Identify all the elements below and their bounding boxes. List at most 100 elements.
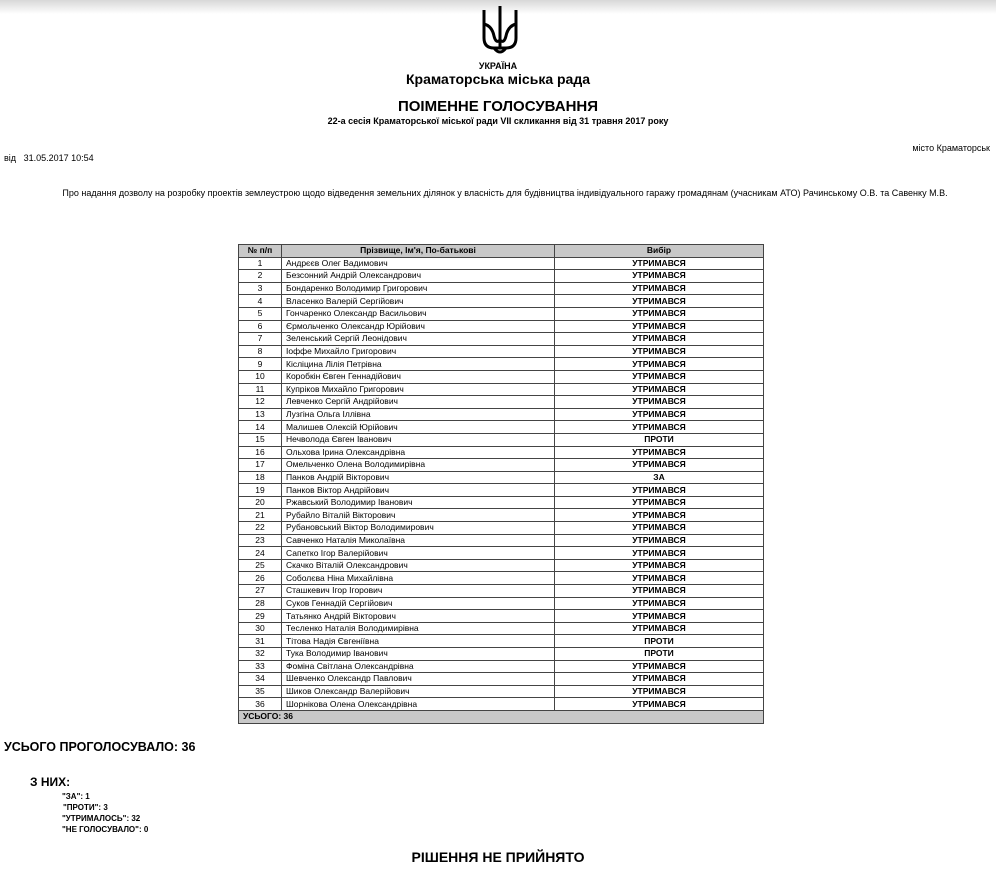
deputy-name: Ржавський Володимир Іванович [281, 495, 555, 510]
deputy-name: Ольхова Ірина Олександрівна [281, 445, 555, 460]
vote-choice: ПРОТИ [554, 634, 764, 648]
deputy-name: Нечволода Євген Іванович [281, 432, 555, 447]
row-number: 26 [238, 571, 282, 586]
table-row: 31 Тітова Надія Євгеніївна ПРОТИ [238, 634, 764, 648]
total-voted: УСЬОГО ПРОГОЛОСУВАЛО: 36 [4, 740, 196, 754]
vote-choice: УТРИМАВСЯ [554, 521, 764, 535]
deputy-name: Фоміна Світлана Олександрівна [281, 659, 555, 674]
row-number: 12 [238, 395, 282, 409]
row-number: 7 [238, 332, 282, 346]
vote-choice: УТРИМАВСЯ [554, 672, 764, 686]
country-label: УКРАЇНА [478, 61, 518, 71]
deputy-name: Скачко Віталій Олександрович [281, 558, 555, 573]
row-number: 17 [238, 458, 282, 472]
vote-choice: УТРИМАВСЯ [554, 546, 764, 560]
vote-choice: УТРИМАВСЯ [554, 609, 764, 623]
table-row: 36 Шорнікова Олена Олександрівна УТРИМАВСЯ [238, 697, 764, 711]
row-number: 32 [238, 647, 282, 661]
vote-choice: УТРИМАВСЯ [554, 458, 764, 472]
deputy-name: Сташкевич Ігор Ігорович [281, 584, 555, 598]
row-number: 21 [238, 508, 282, 523]
vote-choice: УТРИМАВСЯ [554, 533, 764, 548]
vote-choice: ПРОТИ [554, 432, 764, 447]
vote-choice: УТРИМАВСЯ [554, 382, 764, 397]
row-number: 30 [238, 621, 282, 636]
row-number: 28 [238, 596, 282, 611]
deputy-name: Власенко Валерій Сергійович [281, 294, 555, 308]
table-row: 17 Омельченко Олена Володимирівна УТРИМАВС… [238, 458, 764, 472]
table-row: 27 Сташкевич Ігор Ігорович УТРИМАВСЯ [238, 584, 764, 598]
table-row: 35 Шиков Олександр Валерійович УТРИМАВСЯ [238, 684, 764, 699]
vote-choice: ПРОТИ [554, 647, 764, 661]
vote-choice: УТРИМАВСЯ [554, 269, 764, 283]
vote-choice: УТРИМАВСЯ [554, 571, 764, 586]
table-row: 6 Єрмольченко Олександр Юрійович УТРИМАВСЯ [238, 319, 764, 334]
row-number: 16 [238, 445, 282, 460]
row-number: 19 [238, 483, 282, 497]
vote-table: № п/п Прізвище, Ім'я, По-батькові Вибір … [238, 244, 764, 724]
table-row: 8 Іоффе Михайло Григорович УТРИМАВСЯ [238, 344, 764, 359]
row-number: 22 [238, 521, 282, 535]
date-line: від 31.05.2017 10:54 [4, 153, 94, 163]
row-number: 6 [238, 319, 282, 334]
deputy-name: Шевченко Олександр Павлович [281, 672, 555, 686]
table-row: 14 Малишев Олексій Юрійович УТРИМАВСЯ [238, 420, 764, 434]
vote-choice: УТРИМАВСЯ [554, 420, 764, 434]
row-number: 8 [238, 344, 282, 359]
deputy-name: Купріков Михайло Григорович [281, 382, 555, 397]
table-row: 10 Коробкін Євген Геннадійович УТРИМАВСЯ [238, 369, 764, 384]
decision-result: РІШЕННЯ НЕ ПРИЙНЯТО [411, 849, 585, 865]
table-row: 21 Рубайло Віталій Вікторович УТРИМАВСЯ [238, 508, 764, 523]
table-row: 26 Соболєва Ніна Михайлівна УТРИМАВСЯ [238, 571, 764, 586]
deputy-name: Зеленський Сергій Леонідович [281, 332, 555, 346]
row-number: 14 [238, 420, 282, 434]
table-row: 1 Андрєєв Олег Вадимович УТРИМАВСЯ [238, 256, 764, 271]
table-total: УСЬОГО: 36 [238, 709, 764, 724]
table-row: 7 Зеленський Сергій Леонідович УТРИМАВСЯ [238, 332, 764, 346]
deputy-name: Сапетко Ігор Валерійович [281, 546, 555, 560]
deputy-name: Єрмольченко Олександр Юрійович [281, 319, 555, 334]
deputy-name: Андрєєв Олег Вадимович [281, 256, 555, 271]
vote-choice: УТРИМАВСЯ [554, 596, 764, 611]
deputy-name: Левченко Сергій Андрійович [281, 395, 555, 409]
row-number: 35 [238, 684, 282, 699]
table-row: 16 Ольхова Ірина Олександрівна УТРИМАВСЯ [238, 445, 764, 460]
row-number: 33 [238, 659, 282, 674]
row-number: 4 [238, 294, 282, 308]
trident-emblem-icon [482, 6, 518, 54]
vote-choice: УТРИМАВСЯ [554, 584, 764, 598]
table-row: 13 Лузгіна Ольга Іллівна УТРИМАВСЯ [238, 407, 764, 422]
column-name: Прізвище, Ім'я, По-батькові [281, 244, 555, 258]
count-against: "ПРОТИ": 3 [63, 803, 108, 812]
vote-choice: УТРИМАВСЯ [554, 684, 764, 699]
deputy-name: Безсонний Андрій Олександрович [281, 269, 555, 283]
table-total-row: УСЬОГО: 36 [238, 709, 764, 724]
row-number: 1 [238, 256, 282, 271]
table-row: 22 Рубановський Віктор Володимирович УТРИМ… [238, 521, 764, 535]
table-row: 23 Савченко Наталія Миколаївна УТРИМАВСЯ [238, 533, 764, 548]
council-name: Краматорська міська рада [405, 71, 591, 87]
table-row: 18 Панков Андрій Вікторович ЗА [238, 470, 764, 485]
deputy-name: Соболєва Ніна Михайлівна [281, 571, 555, 586]
row-number: 25 [238, 558, 282, 573]
table-row: 28 Суков Геннадій Сергійович УТРИМАВСЯ [238, 596, 764, 611]
row-number: 15 [238, 432, 282, 447]
date-value: 31.05.2017 10:54 [23, 153, 94, 163]
table-row: 30 Тесленко Наталія Володимирівна УТРИМАВС… [238, 621, 764, 636]
row-number: 24 [238, 546, 282, 560]
deputy-name: Тітова Надія Євгеніївна [281, 634, 555, 648]
vote-choice: УТРИМАВСЯ [554, 558, 764, 573]
row-number: 29 [238, 609, 282, 623]
of-them-label: З НИХ: [30, 775, 71, 789]
deputy-name: Тесленко Наталія Володимирівна [281, 621, 555, 636]
deputy-name: Гончаренко Олександр Васильович [281, 306, 555, 321]
row-number: 31 [238, 634, 282, 648]
vote-choice: УТРИМАВСЯ [554, 495, 764, 510]
column-choice: Вибір [554, 244, 764, 258]
vote-choice: УТРИМАВСЯ [554, 395, 764, 409]
vote-choice: УТРИМАВСЯ [554, 344, 764, 359]
count-not-voted: "НЕ ГОЛОСУВАЛО": 0 [62, 825, 149, 834]
deputy-name: Шорнікова Олена Олександрівна [281, 697, 555, 711]
vote-choice: УТРИМАВСЯ [554, 483, 764, 497]
document-title: ПОІМЕННЕ ГОЛОСУВАННЯ [397, 98, 599, 115]
